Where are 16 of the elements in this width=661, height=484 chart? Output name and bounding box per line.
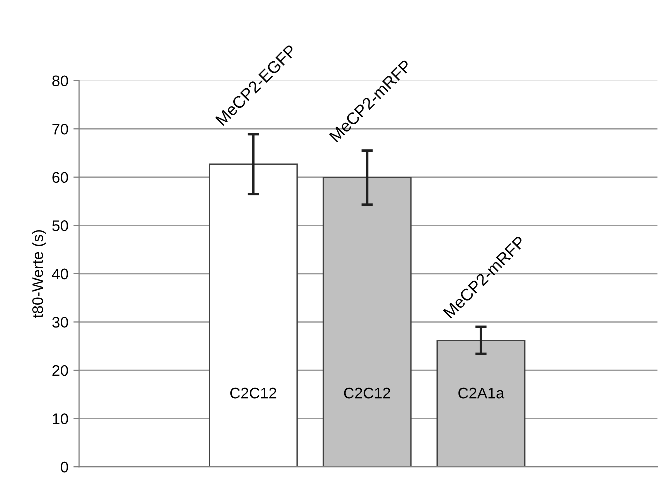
x-tick-label: C2A1a — [458, 388, 505, 399]
x-tick-label: C2C12 — [230, 388, 277, 399]
y-tick-label: 70 — [52, 124, 68, 135]
bar — [436, 340, 526, 468]
bar — [209, 164, 298, 468]
y-tick-label: 80 — [52, 76, 68, 87]
y-tick-label: 0 — [61, 462, 68, 473]
y-tick-label: 10 — [53, 414, 68, 424]
y-tick-label: 40 — [52, 268, 68, 280]
y-tick-label: 60 — [52, 172, 68, 184]
y-tick-label: 30 — [52, 317, 68, 328]
y-tick-label: 20 — [52, 365, 68, 376]
x-tick-label: C2C12 — [344, 388, 390, 399]
bar — [322, 177, 412, 468]
y-tick-label: 50 — [52, 220, 68, 232]
y-axis-title: t80-Werte (s) — [32, 230, 46, 318]
